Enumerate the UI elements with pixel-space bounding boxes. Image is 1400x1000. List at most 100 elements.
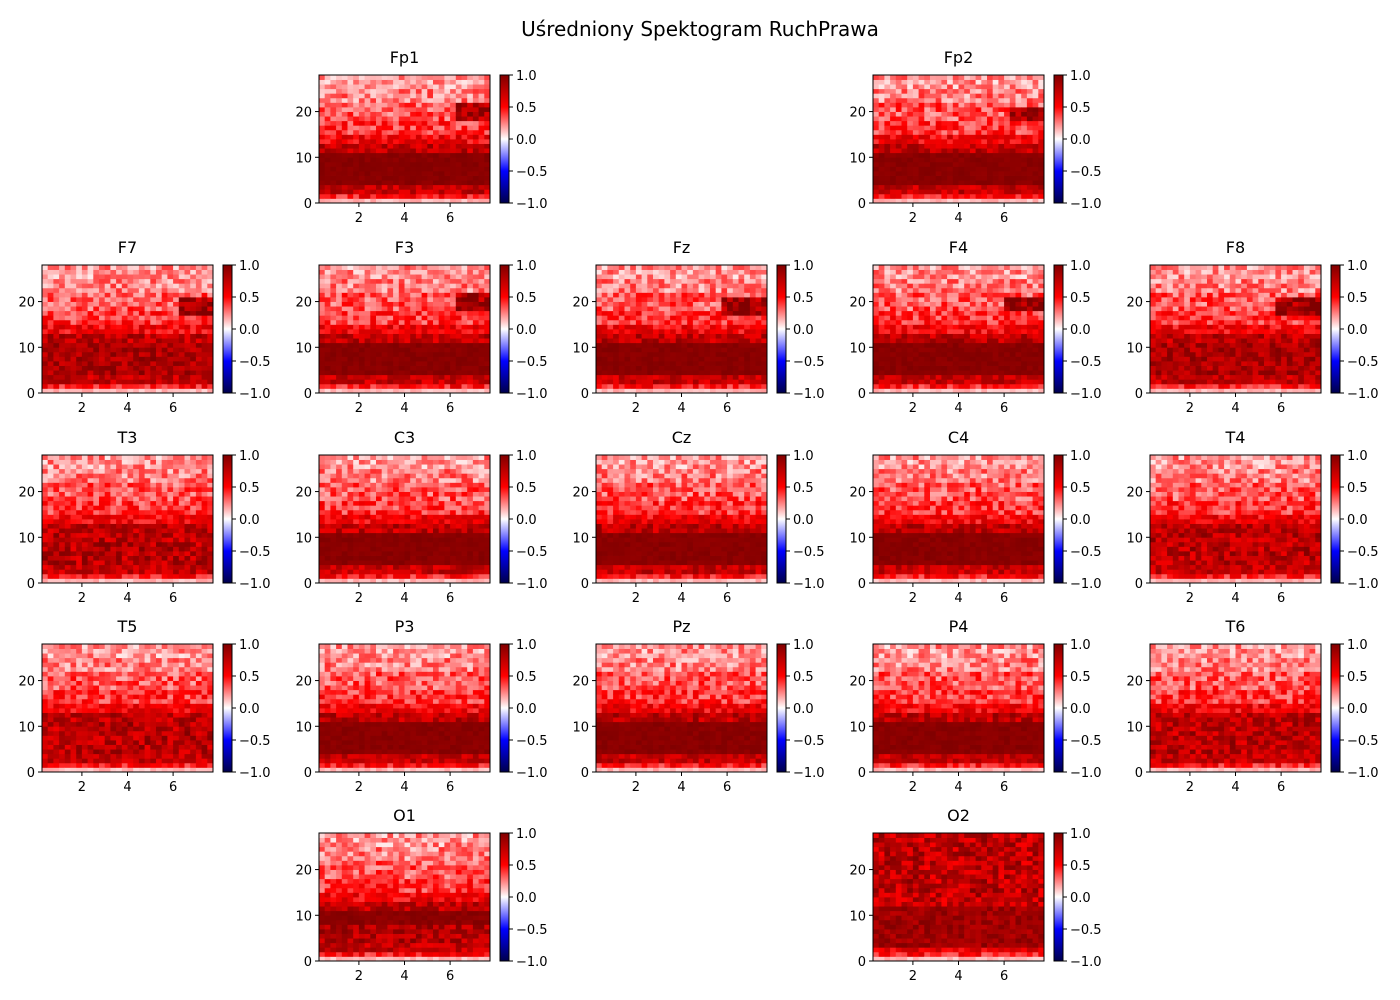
heatmap-cell (596, 315, 603, 321)
heatmap-cell (935, 189, 942, 195)
heatmap-cell (144, 388, 151, 394)
heatmap-cell (901, 374, 908, 380)
heatmap-cell (450, 184, 457, 190)
heatmap-cell (330, 139, 337, 144)
heatmap-cell (444, 184, 451, 190)
heatmap-cell (890, 189, 897, 195)
heatmap-cell (347, 351, 354, 357)
heatmap-cell (635, 329, 642, 334)
heatmap-cell (364, 189, 371, 195)
heatmap-cell (601, 301, 608, 307)
heatmap-cell (381, 198, 388, 204)
heatmap-cell (664, 292, 671, 298)
heatmap-cell (653, 319, 660, 325)
heatmap-cell (387, 157, 394, 163)
heatmap-cell (433, 301, 440, 307)
heatmap-cell (433, 198, 440, 204)
heatmap-cell (607, 374, 614, 380)
heatmap-cell (81, 383, 88, 389)
heatmap-cell (127, 287, 134, 293)
heatmap-cell (952, 180, 959, 186)
heatmap-cell (393, 79, 400, 85)
heatmap-cell (341, 265, 348, 270)
heatmap-cell (981, 379, 988, 385)
heatmap-cell (987, 301, 994, 307)
heatmap-cell (133, 379, 140, 385)
heatmap-cell (907, 324, 914, 330)
heatmap-cell (59, 388, 66, 394)
heatmap-cell (76, 306, 83, 312)
heatmap-cell (478, 301, 485, 307)
heatmap-cell (76, 365, 83, 371)
heatmap-cell (81, 306, 88, 312)
heatmap-cell (670, 306, 677, 312)
heatmap-cell (376, 171, 383, 176)
heatmap-cell (150, 338, 157, 344)
heatmap-cell (675, 379, 682, 385)
heatmap-cell (1021, 198, 1028, 204)
heatmap-cell (958, 184, 965, 190)
heatmap-cell (981, 189, 988, 195)
heatmap-cell (336, 125, 343, 131)
heatmap-cell (964, 102, 971, 108)
heatmap-cell (415, 161, 422, 167)
heatmap-cell (613, 306, 620, 312)
heatmap-cell (907, 274, 914, 280)
heatmap-cell (461, 180, 468, 186)
heatmap-cell (438, 310, 445, 316)
colorbar-tick-label: −1.0 (1070, 197, 1102, 212)
heatmap-cell (93, 292, 100, 298)
heatmap-cell (895, 274, 902, 280)
heatmap-cell (364, 102, 371, 108)
heatmap-cell (324, 283, 331, 289)
heatmap-cell (461, 306, 468, 312)
heatmap-cell (161, 383, 168, 389)
heatmap-cell (681, 297, 688, 302)
heatmap-cell (884, 301, 891, 307)
heatmap-cell (1038, 88, 1045, 94)
heatmap-cell (195, 342, 202, 348)
heatmap-cell (421, 278, 428, 284)
heatmap-cell (675, 301, 682, 307)
heatmap-cell (658, 338, 665, 344)
heatmap-cell (415, 84, 422, 90)
heatmap-cell (981, 383, 988, 389)
heatmap-cell (461, 315, 468, 321)
heatmap-cell (184, 379, 191, 385)
heatmap-cell (178, 388, 185, 394)
heatmap-cell (964, 324, 971, 330)
heatmap-cell (370, 379, 377, 385)
heatmap-cell (472, 161, 479, 167)
heatmap-cell (444, 107, 451, 112)
heatmap-cell (150, 306, 157, 312)
heatmap-cell (998, 301, 1005, 307)
heatmap-cell (987, 193, 994, 199)
heatmap-cell (127, 319, 134, 325)
heatmap-cell (647, 365, 654, 371)
heatmap-cell (895, 301, 902, 307)
heatmap-cell (472, 338, 479, 344)
heatmap-cell (658, 265, 665, 270)
heatmap-cell (478, 175, 485, 181)
heatmap-cell (901, 84, 908, 90)
heatmap-cell (455, 388, 462, 394)
heatmap-cell (907, 319, 914, 325)
heatmap-cell (958, 310, 965, 316)
heatmap-cell (184, 347, 191, 353)
heatmap-cell (76, 383, 83, 389)
heatmap-cell (467, 97, 474, 103)
heatmap-cell (415, 329, 422, 334)
heatmap-cell (324, 383, 331, 389)
colorbar-tick-label: 0.0 (239, 323, 260, 338)
heatmap-cell (138, 319, 145, 325)
heatmap-cell (336, 102, 343, 108)
heatmap-cell (981, 175, 988, 181)
heatmap-cell (952, 102, 959, 108)
heatmap-cell (624, 379, 631, 385)
heatmap-cell (952, 134, 959, 140)
heatmap-cell (455, 301, 462, 307)
heatmap-cell (964, 198, 971, 204)
heatmap-cell (901, 102, 908, 108)
heatmap-cell (958, 278, 965, 284)
heatmap-cell (461, 274, 468, 280)
